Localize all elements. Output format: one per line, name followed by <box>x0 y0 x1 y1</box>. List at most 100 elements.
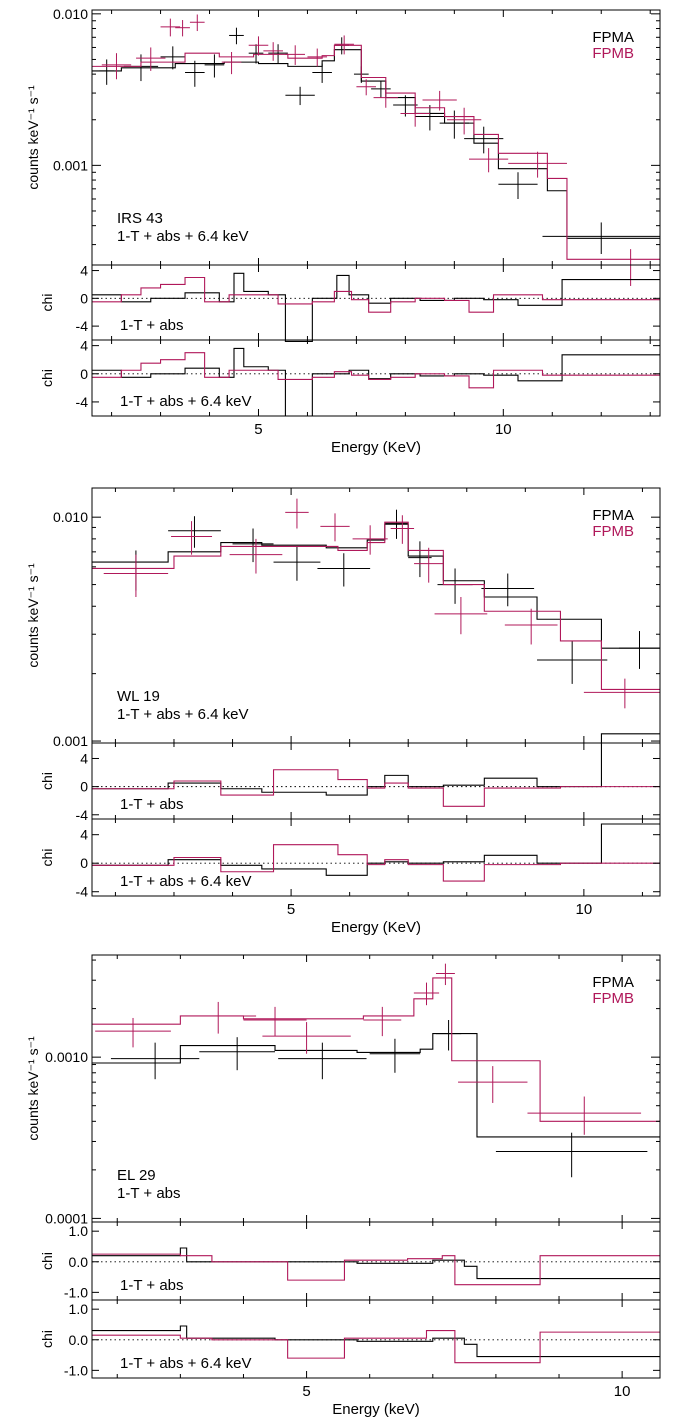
data-point-fpmb <box>390 515 415 544</box>
data-point-fpmb <box>229 538 283 574</box>
data-point-fpma <box>334 37 350 55</box>
residual-step-fpmb <box>92 844 660 882</box>
residual-step-fpmb <box>92 1330 660 1364</box>
data-point-fpmb <box>248 36 269 56</box>
data-point-fpmb <box>101 53 132 80</box>
residual-axis-label: chi <box>39 772 55 790</box>
spectrum-panel-2: 5 10 Energy (KeV) 0.001 0.010 4 0 -4 chi 4 0 -4 chi c… <box>25 487 661 936</box>
data-point-fpmb <box>221 51 242 75</box>
residual-axis-label: chi <box>39 1252 55 1270</box>
x-tick-label: 10 <box>495 421 512 438</box>
data-point-fpmb <box>103 554 169 597</box>
spectrum-panel-1: 5 10 Energy (KeV) 0.001 0.010 4 0 -4 chi 4 0 -4 chi c… <box>25 6 661 456</box>
residual-axis-label: chi <box>39 849 55 867</box>
data-point-fpma <box>285 86 315 106</box>
y-tick-label: 0.0010 <box>45 1049 88 1065</box>
data-point-fpmb <box>583 678 660 709</box>
residual-tick-label: -4 <box>76 807 89 823</box>
residual-tick-label: 4 <box>80 338 88 354</box>
plot-area <box>92 14 660 416</box>
residual-frame <box>91 339 661 417</box>
data-point-fpma <box>481 573 535 607</box>
residual-tick-label: 0 <box>80 366 88 382</box>
data-point-fpma <box>273 546 321 581</box>
data-point-fpmb <box>285 498 309 529</box>
data-point-fpma <box>199 1037 276 1071</box>
data-point-fpma <box>317 553 371 587</box>
data-point-fpmb <box>175 20 190 37</box>
residual-tick-label: 0.0 <box>69 1332 89 1348</box>
x-tick-label: 10 <box>614 1383 631 1400</box>
residual-tick-label: -1.0 <box>64 1362 88 1378</box>
data-point-fpmb <box>189 14 205 32</box>
data-point-fpmb <box>352 525 388 555</box>
x-axis-label: Energy (KeV) <box>331 919 421 936</box>
y-axis-label: counts keV⁻¹ s⁻¹ <box>25 85 41 190</box>
residual-axis-label: chi <box>39 369 55 387</box>
data-point-fpma <box>185 60 205 87</box>
residual-tick-label: 4 <box>80 827 88 843</box>
residual-frame <box>91 1299 661 1379</box>
residual-tick-label: 0.0 <box>69 1254 89 1270</box>
model-label: 1-T + abs <box>117 1185 181 1202</box>
residual-model-label: 1-T + abs <box>120 1277 184 1294</box>
y-tick-label: 0.001 <box>53 733 88 749</box>
data-point-fpma <box>437 568 473 604</box>
data-point-fpmb <box>180 1001 257 1034</box>
data-point-fpmb <box>307 48 328 67</box>
legend-entry-fpmb: FPMB <box>592 523 634 540</box>
y-axis-label: counts keV⁻¹ s⁻¹ <box>25 563 41 668</box>
residual-step-fpmb <box>92 352 660 389</box>
data-point-fpmb <box>95 1017 171 1048</box>
y-axis-label: counts keV⁻¹ s⁻¹ <box>25 1036 41 1141</box>
data-point-fpma <box>464 126 504 154</box>
main-frame <box>91 954 661 1223</box>
residual-tick-label: -4 <box>76 394 89 410</box>
y-tick-label: 0.001 <box>53 157 88 173</box>
residual-model-label: 1-T + abs + 6.4 keV <box>120 1355 251 1372</box>
spectrum-panel-3: 5 10 Energy (keV) 0.0001 0.0010 1.0 0.0 -1.0 chi… <box>25 954 661 1418</box>
data-point-fpma <box>229 27 244 45</box>
residual-tick-label: 0 <box>80 290 88 306</box>
residual-tick-label: 4 <box>80 263 88 279</box>
data-point-fpmb <box>243 1006 307 1037</box>
data-point-fpma <box>619 631 660 669</box>
data-point-fpma <box>232 528 274 563</box>
data-point-fpma <box>408 541 432 578</box>
legend-entry-fpmb: FPMB <box>592 45 634 62</box>
residual-tick-label: -1.0 <box>64 1284 88 1300</box>
source-label: IRS 43 <box>117 210 163 227</box>
model-label: 1-T + abs + 6.4 keV <box>117 706 248 723</box>
legend-entry-fpma: FPMA <box>592 507 634 524</box>
residual-step-fpma <box>92 347 660 416</box>
data-point-fpma <box>278 1042 367 1080</box>
residual-tick-label: -4 <box>76 884 89 900</box>
data-point-fpmb <box>469 148 509 173</box>
data-point-fpma <box>435 1019 462 1051</box>
data-point-fpma <box>204 54 225 78</box>
residual-step-fpma <box>92 1325 660 1358</box>
data-point-fpmb <box>262 1022 351 1054</box>
data-point-fpmb <box>458 1066 528 1103</box>
data-point-fpma <box>160 46 186 70</box>
x-tick-label: 5 <box>254 421 262 438</box>
y-tick-label: 0.010 <box>53 509 88 525</box>
legend-entry-fpmb: FPMB <box>592 990 634 1007</box>
main-frame <box>91 9 661 266</box>
residual-frame <box>91 818 661 897</box>
data-point-fpmb <box>400 102 430 127</box>
y-tick-label: 0.0001 <box>45 1210 88 1226</box>
x-tick-label: 5 <box>287 901 295 918</box>
model-step-fpma <box>92 1033 660 1138</box>
residual-tick-label: 0 <box>80 779 88 795</box>
data-point-fpmb <box>320 513 350 542</box>
data-point-fpmb <box>527 1096 642 1135</box>
residual-axis-label: chi <box>39 1330 55 1348</box>
data-point-fpmb <box>596 249 660 286</box>
residual-model-label: 1-T + abs + 6.4 keV <box>120 393 251 410</box>
residual-step-fpmb <box>92 276 660 313</box>
model-step-fpmb <box>92 521 660 690</box>
data-point-fpmb <box>171 521 213 555</box>
residual-tick-label: 0 <box>80 855 88 871</box>
